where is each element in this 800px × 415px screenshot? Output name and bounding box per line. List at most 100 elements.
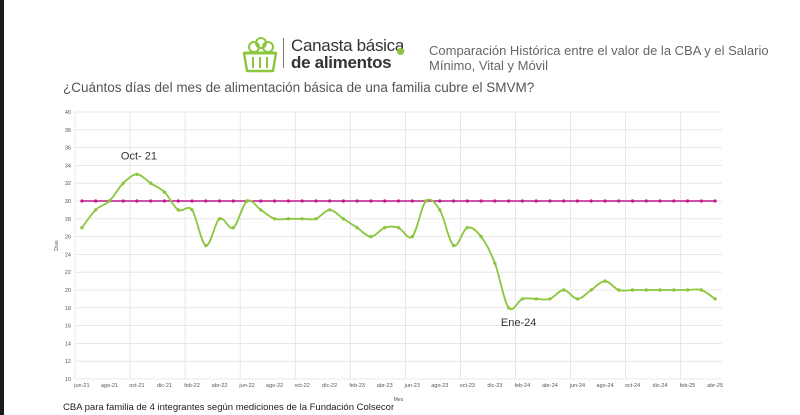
- reference-point: [176, 199, 180, 203]
- reference-point: [121, 199, 125, 203]
- y-tick-label: 12: [65, 359, 71, 365]
- bullet-dot: [397, 48, 404, 55]
- brand-line1: Canasta básica: [291, 36, 404, 55]
- cba-data-point: [355, 226, 359, 230]
- reference-point: [396, 199, 401, 203]
- reference-point: [94, 199, 98, 203]
- cba-data-point: [506, 306, 511, 310]
- cba-data-point: [465, 226, 470, 230]
- x-tick-label: ago-22: [266, 383, 283, 389]
- reference-point: [562, 199, 566, 203]
- x-tick-label: abr-22: [212, 383, 228, 389]
- reference-point: [217, 199, 222, 203]
- cba-data-point: [121, 181, 125, 185]
- x-tick-label: dic-24: [653, 383, 668, 389]
- x-tick-label: oct-21: [129, 383, 144, 389]
- chart-title: ¿Cuántos días del mes de alimentación bá…: [63, 80, 535, 95]
- y-tick-label: 20: [65, 288, 71, 294]
- y-tick-label: 26: [65, 235, 71, 241]
- window-edge: [0, 0, 4, 415]
- cba-data-point: [520, 297, 525, 301]
- cba-data-point: [135, 172, 139, 176]
- cba-data-point: [699, 288, 704, 292]
- reference-point: [231, 199, 235, 203]
- cba-data-point: [314, 217, 318, 221]
- x-tick-label: abr-23: [377, 383, 393, 389]
- reference-point: [534, 199, 538, 203]
- x-tick-label: ago-21: [101, 383, 118, 389]
- cba-data-point: [217, 217, 222, 221]
- cba-data-point: [617, 288, 621, 292]
- x-tick-label: ago-24: [596, 383, 613, 389]
- reference-point: [259, 199, 263, 203]
- reference-point: [286, 199, 290, 203]
- reference-point: [300, 199, 304, 203]
- cba-data-point: [713, 297, 717, 301]
- reference-point: [589, 199, 593, 203]
- y-tick-label: 16: [65, 324, 71, 330]
- x-tick-label: jun-23: [404, 383, 420, 389]
- reference-point: [204, 199, 208, 203]
- cba-data-point: [204, 243, 208, 248]
- y-tick-label: 36: [65, 146, 71, 152]
- reference-point: [507, 199, 511, 203]
- cba-data-point: [383, 226, 387, 230]
- reference-point: [520, 199, 524, 203]
- cba-data-point: [410, 234, 414, 239]
- reference-point: [369, 199, 373, 203]
- x-tick-label: feb-25: [680, 383, 696, 389]
- y-tick-label: 38: [65, 128, 71, 134]
- reference-point: [314, 199, 318, 203]
- x-tick-label: dic-22: [322, 383, 337, 389]
- reference-point: [630, 199, 635, 203]
- reference-point: [575, 199, 580, 203]
- reference-point: [273, 199, 277, 203]
- x-tick-label: jun-21: [73, 383, 89, 389]
- cba-data-point: [176, 208, 180, 212]
- annotation-label: Oct- 21: [121, 150, 157, 162]
- cba-data-point: [162, 190, 167, 194]
- cba-data-point: [589, 288, 593, 292]
- reference-point: [383, 199, 387, 203]
- x-tick-label: dic-21: [157, 383, 172, 389]
- reference-point: [699, 199, 703, 203]
- cba-data-point: [286, 217, 291, 221]
- reference-point: [355, 199, 359, 203]
- reference-point: [658, 199, 662, 203]
- cba-data-point: [672, 288, 676, 292]
- x-tick-label: abr-25: [707, 383, 723, 389]
- cba-data-point: [493, 261, 497, 265]
- cba-data-point: [644, 288, 648, 292]
- x-tick-label: jun-24: [569, 383, 585, 389]
- cba-data-point: [327, 208, 332, 212]
- source-note: CBA para familia de 4 integrantes según …: [63, 402, 395, 413]
- cba-data-point: [438, 208, 442, 212]
- reference-point: [493, 199, 497, 203]
- x-tick-label: abr-24: [542, 383, 558, 389]
- cba-data-point: [259, 208, 263, 212]
- x-tick-label: oct-23: [460, 383, 475, 389]
- y-tick-label: 34: [65, 163, 71, 169]
- reference-point: [328, 199, 332, 203]
- x-tick-label: jun-22: [238, 383, 254, 389]
- y-tick-label: 32: [65, 181, 71, 187]
- reference-point: [451, 199, 456, 203]
- cba-data-point: [369, 234, 373, 239]
- cba-data-point: [231, 226, 236, 230]
- basket-icon: [242, 37, 278, 73]
- cba-data-point: [534, 297, 538, 301]
- brand-separator: [283, 38, 284, 68]
- reference-point: [548, 199, 552, 203]
- reference-point: [644, 199, 648, 203]
- cba-data-point: [93, 208, 98, 212]
- y-tick-label: 22: [65, 270, 71, 276]
- cba-data-point: [603, 279, 607, 283]
- cba-data-point: [396, 226, 401, 230]
- x-tick-label: feb-24: [515, 383, 531, 389]
- cba-data-point: [548, 297, 552, 301]
- y-tick-label: 40: [65, 110, 71, 116]
- reference-point: [135, 199, 139, 203]
- x-tick-label: ago-23: [431, 383, 448, 389]
- cba-data-point: [685, 288, 690, 292]
